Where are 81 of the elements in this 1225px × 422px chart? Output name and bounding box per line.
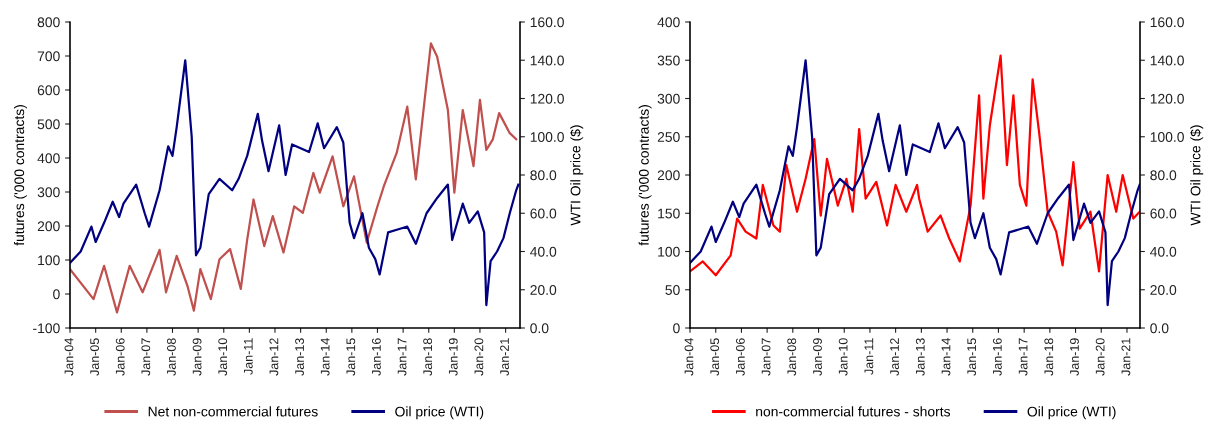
x-tick-label: Jan-09 (813, 338, 822, 376)
y2-tick-label: 60.0 (530, 208, 557, 219)
x-tick-label: Jan-13 (915, 338, 925, 376)
y-tick-label: 400 (657, 17, 680, 28)
y2-tick-label: 0.0 (1150, 323, 1169, 334)
y2-tick-label: 140.0 (530, 55, 564, 66)
y-tick-label: 500 (37, 119, 60, 130)
legend-label: Oil price (WTI) (395, 406, 484, 420)
x-tick-label: Jan-13 (295, 338, 304, 376)
x-tick-label: Jan-15 (346, 338, 356, 376)
y-tick-label: 700 (37, 51, 60, 62)
y2-tick-label: 100.0 (1150, 132, 1184, 142)
y2-tick-label: 160.0 (530, 17, 564, 28)
x-tick-label: Jan-09 (192, 338, 202, 376)
y-tick-label: 50 (665, 285, 680, 295)
x-tick-label: Jan-06 (735, 338, 745, 376)
x-tick-label: Jan-12 (269, 338, 279, 376)
x-tick-label: Jan-18 (1044, 338, 1054, 376)
legend-label: non-commercial futures - shorts (756, 406, 951, 417)
y-tick-label: 150 (658, 208, 680, 219)
x-tick-label: Jan-08 (166, 338, 176, 376)
y-tick-label: 800 (37, 17, 60, 28)
x-tick-label: Jan-12 (890, 338, 899, 376)
legend-label: Oil price (WTI) (1027, 406, 1116, 420)
y2-axis-title: WTI Oil price ($) (570, 125, 584, 226)
y2-tick-label: 80.0 (1150, 170, 1177, 181)
x-tick-label: Jan-07 (141, 338, 151, 376)
y-tick-label: 200 (657, 170, 680, 181)
x-tick-label: Jan-08 (787, 338, 797, 376)
x-tick-label: Jan-04 (684, 338, 694, 376)
y2-tick-label: 40.0 (1150, 246, 1177, 257)
y-tick-label: -100 (33, 323, 60, 334)
x-tick-label: Jan-07 (761, 338, 771, 376)
x-tick-label: Jan-15 (967, 338, 977, 376)
y-tick-label: 600 (37, 85, 60, 96)
x-tick-label: Jan-19 (448, 338, 458, 376)
y2-tick-label: 100.0 (530, 132, 564, 142)
y2-tick-label: 0.0 (530, 323, 549, 334)
x-tick-label: Jan-20 (1095, 338, 1105, 376)
x-tick-label: Jan-21 (1121, 338, 1131, 376)
x-tick-label: Jan-16 (371, 338, 381, 376)
x-tick-label: Jan-17 (1018, 338, 1028, 376)
y-tick-label: 0 (673, 323, 680, 334)
y2-tick-label: 40.0 (530, 246, 557, 257)
x-tick-label: Jan-11 (864, 338, 874, 375)
y-axis-title: futures ('000 contracts) (638, 105, 652, 246)
y2-tick-label: 120.0 (1150, 93, 1184, 104)
x-tick-label: Jan-10 (218, 338, 228, 376)
y-axis-title: futures ('000 contracts) (13, 105, 27, 246)
x-tick-label: Jan-19 (1070, 338, 1079, 376)
x-tick-label: Jan-05 (90, 338, 100, 376)
x-tick-label: Jan-05 (710, 338, 720, 376)
y-tick-label: 400 (37, 153, 60, 164)
y-tick-label: 200 (37, 221, 60, 232)
y2-tick-label: 60.0 (1150, 208, 1177, 219)
legend-label: Net non-commercial futures (148, 406, 318, 417)
y-tick-label: 250 (657, 132, 680, 142)
y-tick-label: 300 (37, 187, 60, 198)
x-tick-label: Jan-17 (397, 338, 407, 376)
x-tick-label: Jan-16 (992, 338, 1002, 376)
y2-tick-label: 160.0 (1150, 17, 1184, 28)
x-tick-label: Jan-18 (423, 338, 433, 376)
x-tick-label: Jan-04 (64, 338, 74, 376)
x-tick-label: Jan-21 (500, 338, 509, 376)
y2-axis-title: WTI Oil price ($) (1190, 125, 1204, 226)
x-tick-label: Jan-14 (320, 338, 330, 376)
y-tick-label: 0 (53, 289, 60, 300)
x-tick-label: Jan-06 (115, 338, 125, 376)
y2-tick-label: 20.0 (1150, 285, 1177, 295)
x-tick-label: Jan-10 (838, 338, 848, 376)
x-tick-label: Jan-14 (941, 338, 951, 376)
y-tick-label: 100 (38, 255, 60, 266)
y-tick-label: 350 (657, 55, 680, 66)
y2-tick-label: 20.0 (530, 285, 557, 295)
x-tick-label: Jan-11 (244, 338, 253, 375)
y2-tick-label: 80.0 (530, 170, 557, 181)
y-tick-label: 300 (657, 93, 680, 104)
y2-tick-label: 120.0 (530, 93, 564, 104)
y2-tick-label: 140.0 (1150, 55, 1184, 66)
y-tick-label: 100 (658, 246, 680, 257)
x-tick-label: Jan-20 (474, 338, 484, 376)
